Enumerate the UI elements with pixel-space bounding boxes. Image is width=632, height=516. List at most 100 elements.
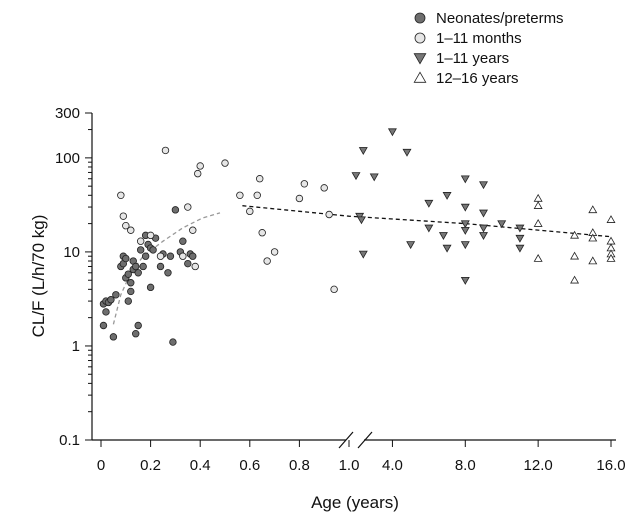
data-point <box>570 251 580 260</box>
data-point <box>156 252 165 260</box>
axes: 0.1 1 10 100 300 0 0.2 0.4 0.6 0.8 1.0 4.0 8.0 12.0 1… <box>29 105 626 512</box>
data-point <box>515 234 525 243</box>
fit-line <box>242 205 612 238</box>
data-point <box>124 297 132 305</box>
data-point <box>258 229 266 237</box>
data-point <box>184 259 192 268</box>
data-point <box>189 252 197 260</box>
data-point <box>107 296 115 304</box>
data-point <box>132 262 140 271</box>
data-point <box>191 262 199 271</box>
data-point <box>424 199 434 208</box>
data-point <box>460 175 470 184</box>
data-point <box>127 287 135 296</box>
data-point <box>112 291 120 299</box>
data-point <box>442 192 452 200</box>
x-tick-label: 12.0 <box>524 457 553 474</box>
data-point <box>184 203 192 211</box>
data-point <box>479 209 488 218</box>
data-point <box>295 194 304 203</box>
x-ticks: 0 0.2 0.4 0.6 0.8 1.0 4.0 8.0 12.0 16.0 <box>97 440 626 474</box>
legend-marker <box>413 71 427 83</box>
data-point <box>132 329 140 338</box>
legend-label: 1–11 years <box>436 50 509 67</box>
legend-label: 12–16 years <box>436 70 519 87</box>
legend-marker <box>414 32 426 44</box>
x-axis-title: Age (years) <box>311 493 399 512</box>
data-point <box>141 252 150 260</box>
data-point <box>146 283 155 292</box>
data-point <box>533 219 543 227</box>
data-point <box>164 269 172 277</box>
data-point <box>442 244 452 253</box>
data-point <box>236 191 244 199</box>
data-point <box>146 231 155 240</box>
x-tick-label: 0 <box>97 457 105 474</box>
data-point <box>460 220 470 229</box>
data-point <box>196 162 204 170</box>
data-point <box>606 253 616 262</box>
data-points <box>99 128 616 346</box>
data-point <box>134 269 142 277</box>
data-point <box>330 285 338 294</box>
data-point <box>171 206 180 214</box>
data-point <box>460 226 470 235</box>
data-point <box>356 216 366 225</box>
legend-marker <box>414 12 426 24</box>
data-point <box>119 212 128 220</box>
data-point <box>109 333 118 341</box>
legend: Neonates/preterms 1–11 months 1–11 years 12… <box>413 10 564 87</box>
data-point <box>127 226 135 234</box>
data-point <box>136 237 145 245</box>
data-point <box>497 220 507 229</box>
x-tick-label: 4.0 <box>382 457 403 474</box>
data-point <box>402 148 412 157</box>
legend-marker <box>413 53 427 65</box>
data-point <box>124 270 132 278</box>
data-point <box>606 215 616 223</box>
data-point <box>270 248 279 256</box>
data-point <box>99 321 108 330</box>
data-point <box>351 172 361 181</box>
x-tick-label: 0.4 <box>190 457 211 474</box>
data-point <box>117 191 125 199</box>
data-point <box>256 175 264 183</box>
data-point <box>570 275 580 284</box>
y-tick-label: 1 <box>72 338 80 355</box>
data-point <box>533 253 543 262</box>
data-point <box>606 236 616 245</box>
data-point <box>515 244 525 253</box>
data-point <box>122 254 130 263</box>
data-point <box>424 224 434 233</box>
data-point <box>189 226 197 234</box>
y-tick-label: 0.1 <box>59 432 80 449</box>
data-point <box>479 224 488 233</box>
y-tick-label: 100 <box>55 150 80 167</box>
y-tick-label: 300 <box>55 105 80 122</box>
y-ticks: 0.1 1 10 100 300 <box>55 105 92 449</box>
data-point <box>438 232 448 240</box>
x-tick-label: 0.6 <box>239 457 260 474</box>
data-point <box>479 181 488 190</box>
x-tick-label: 0.2 <box>140 457 161 474</box>
y-axis-title: CL/F (L/h/70 kg) <box>29 215 48 338</box>
axis-break-mark-2 <box>357 431 373 449</box>
data-point <box>134 321 142 330</box>
data-point <box>179 237 187 245</box>
data-point <box>102 308 110 316</box>
data-point <box>460 276 470 285</box>
data-point <box>358 147 368 156</box>
x-tick-label: 1.0 <box>339 457 360 474</box>
data-point <box>300 180 309 188</box>
x-tick-label: 0.8 <box>289 457 310 474</box>
data-point <box>588 256 598 265</box>
data-point <box>533 193 543 202</box>
data-point <box>221 159 229 167</box>
data-point <box>136 246 145 254</box>
data-point <box>479 232 488 240</box>
data-point <box>253 191 261 199</box>
data-point <box>139 262 147 271</box>
data-point <box>156 262 165 271</box>
data-point <box>406 241 416 250</box>
